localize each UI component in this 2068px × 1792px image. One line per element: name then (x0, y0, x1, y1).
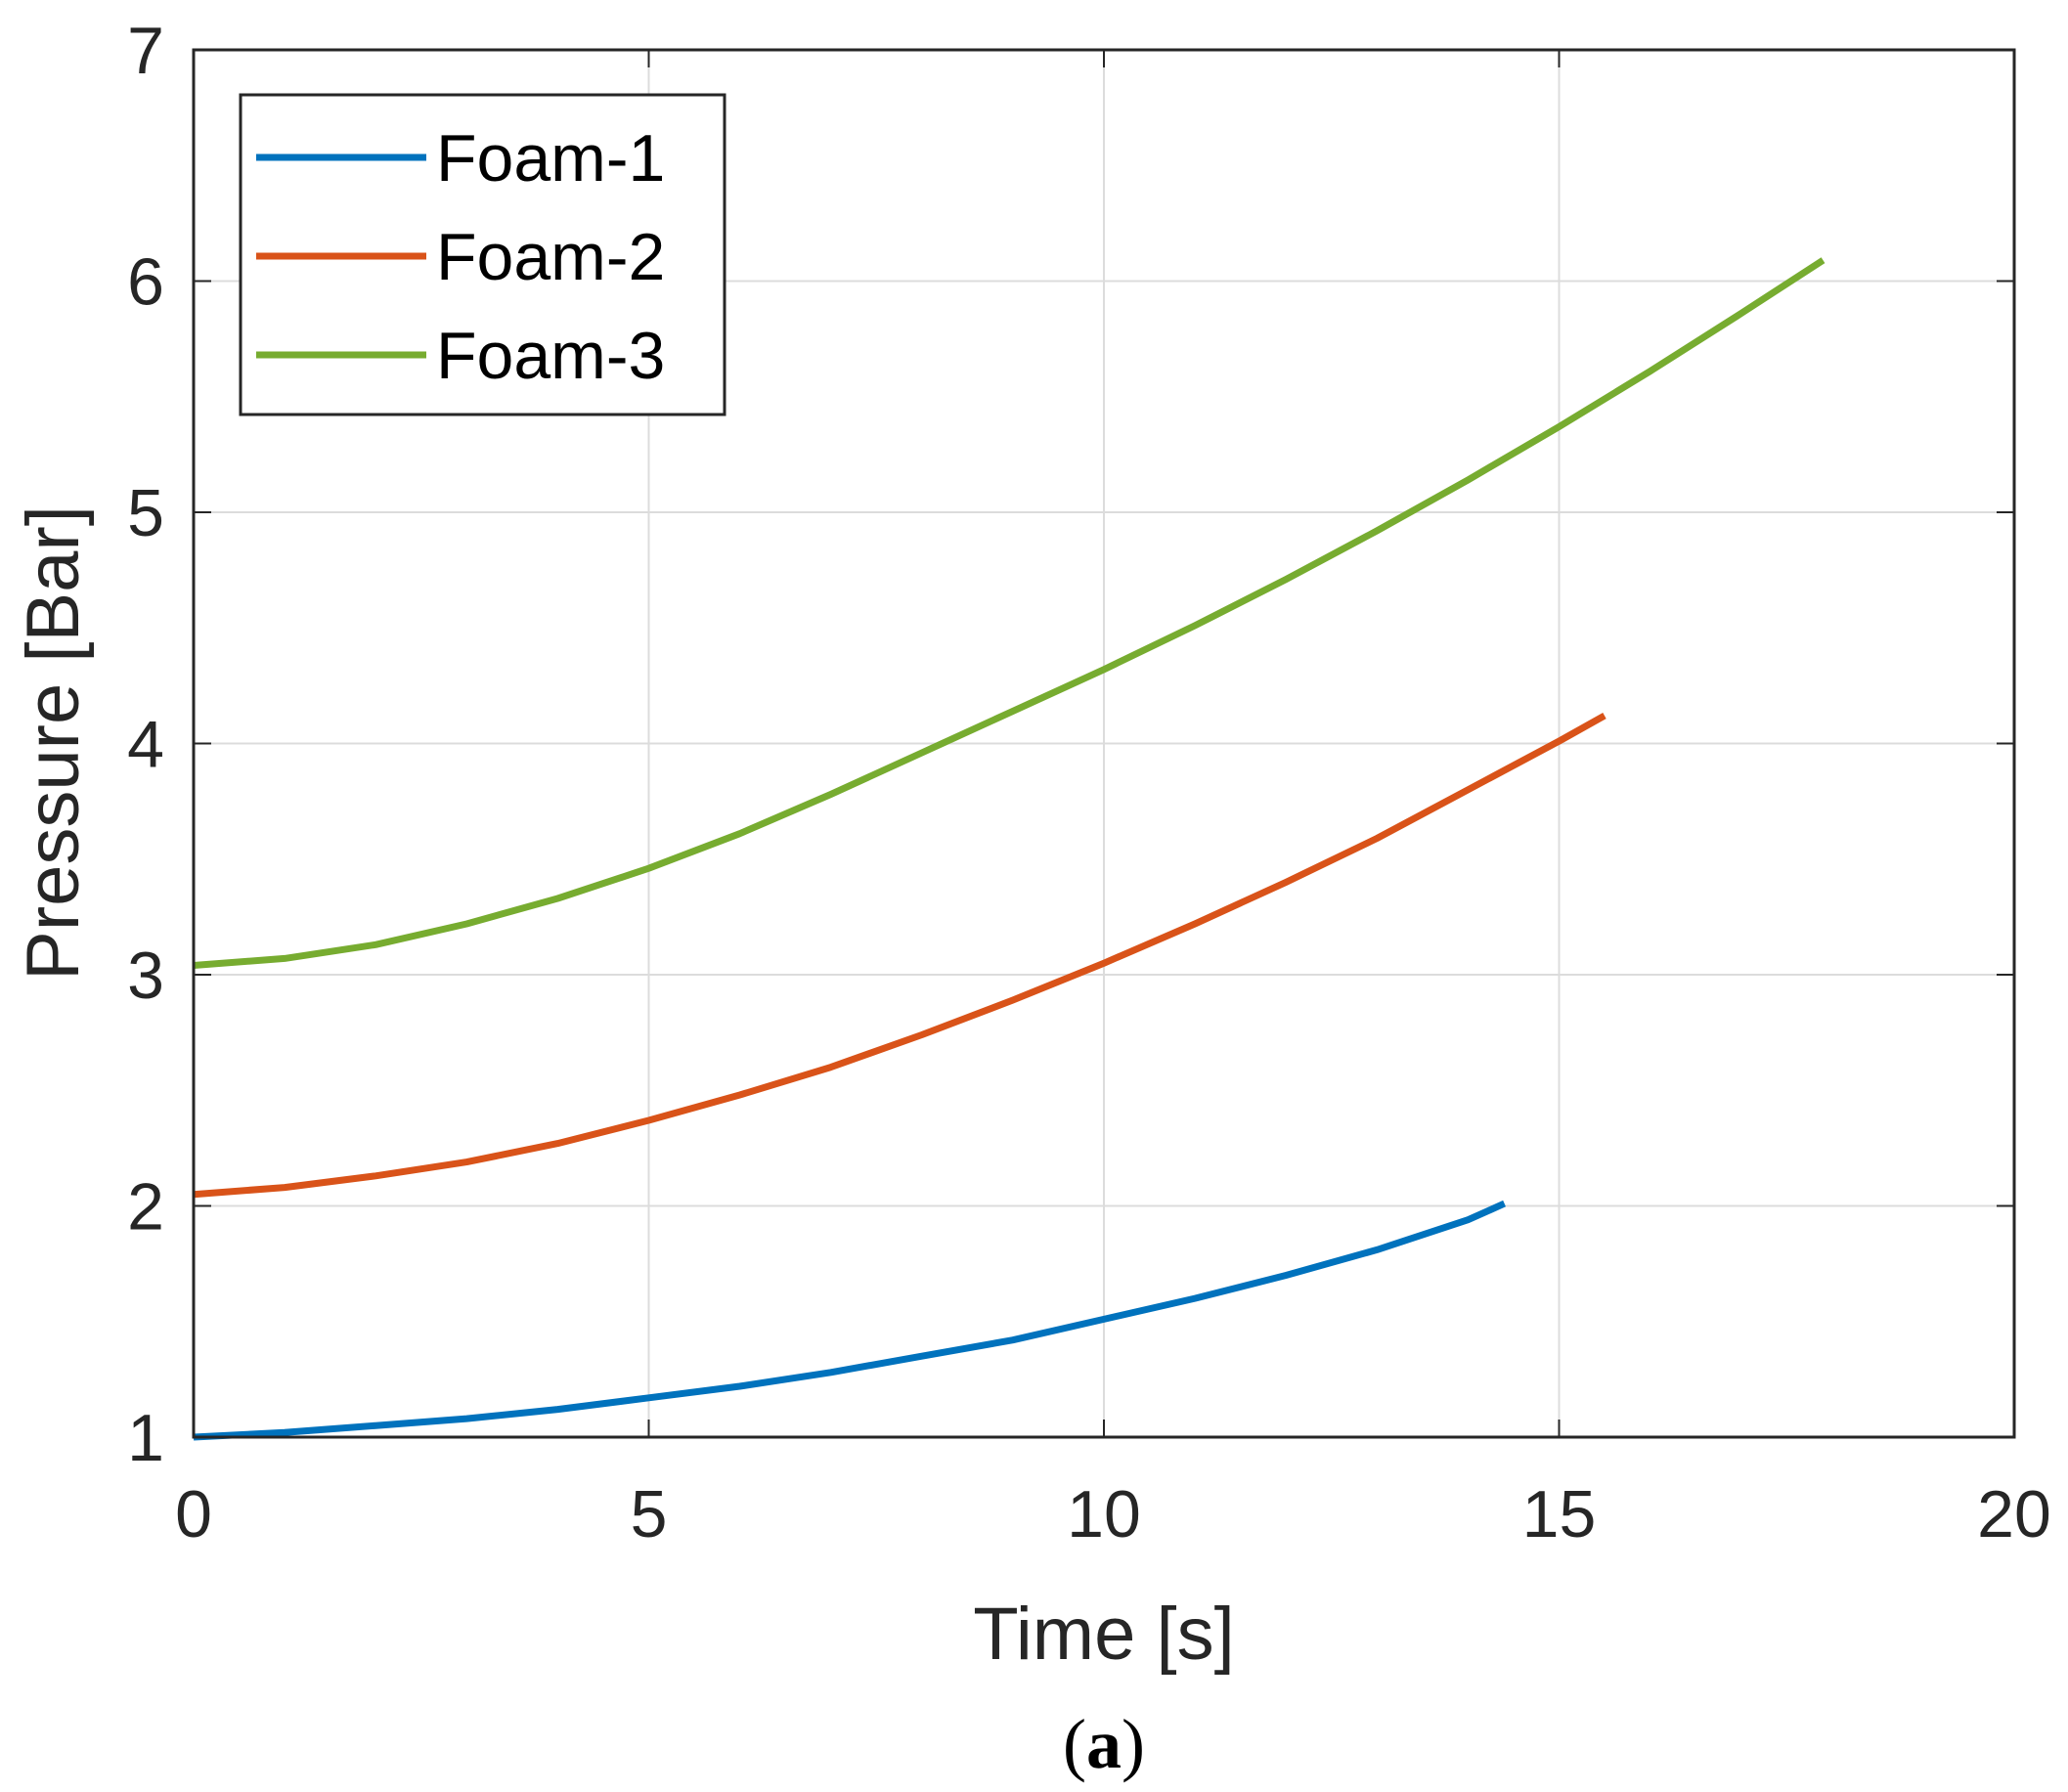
y-tick-label: 1 (127, 1401, 164, 1475)
legend-label-foam-1: Foam-1 (436, 121, 665, 196)
legend-label-foam-2: Foam-2 (436, 220, 665, 294)
x-tick-label: 5 (631, 1477, 668, 1552)
y-tick-label: 2 (127, 1170, 164, 1245)
x-tick-label: 20 (1977, 1477, 2051, 1552)
y-tick-label: 3 (127, 939, 164, 1013)
panel-caption: (a) (1063, 1705, 1145, 1783)
y-tick-label: 7 (127, 14, 164, 88)
x-tick-label: 15 (1522, 1477, 1597, 1552)
caption-open-paren: ( (1063, 1705, 1086, 1783)
legend-label-foam-3: Foam-3 (436, 319, 665, 393)
y-tick-label: 5 (127, 476, 164, 550)
x-tick-label: 10 (1067, 1477, 1141, 1552)
y-tick-label: 6 (127, 245, 164, 320)
series-layer (193, 257, 1826, 1441)
series-line-foam-2 (193, 713, 1606, 1199)
x-axis-label: Time [s] (973, 1593, 1234, 1676)
x-tick-label: 0 (175, 1477, 212, 1552)
legend: Foam-1 Foam-2 Foam-3 (239, 93, 726, 416)
y-axis-label: Pressure [Bar] (12, 505, 95, 981)
caption-letter: a (1086, 1705, 1122, 1783)
caption-close-paren: ) (1122, 1705, 1145, 1783)
ticks: 0 5 10 15 20 1 2 3 4 5 6 7 (127, 14, 2051, 1552)
series-line-foam-1 (193, 1200, 1507, 1441)
series-line-foam-3 (193, 257, 1826, 969)
y-tick-label: 4 (127, 708, 164, 782)
